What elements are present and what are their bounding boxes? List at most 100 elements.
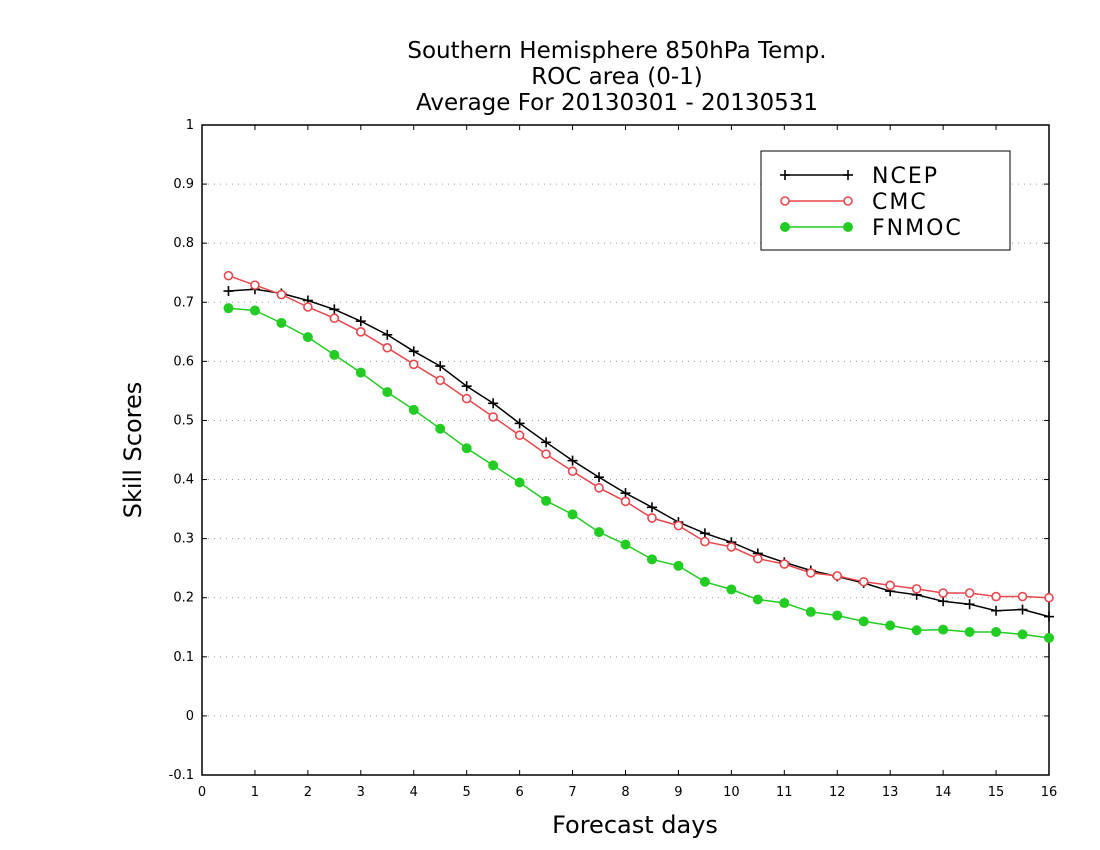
chart-title: Southern Hemisphere 850hPa Temp. ROC are…: [407, 38, 826, 116]
legend-marker-start-ncep: [780, 170, 790, 180]
x-tick-label: 11: [776, 785, 793, 800]
point-cmc: [832, 571, 843, 581]
x-tick-label: 6: [515, 785, 523, 800]
point-fnmoc: [1044, 632, 1054, 643]
legend-marker-start-cmc: [780, 196, 790, 206]
point-fnmoc: [699, 576, 710, 587]
point-ncep: [355, 316, 366, 327]
point-cmc: [435, 375, 446, 386]
series-line-ncep: [228, 288, 1050, 618]
point-fnmoc: [567, 509, 578, 520]
y-axis-ticks: -0.1 0 0.1 0.2 0.3 0.4 0.5 0.6 0.7 0.8 0.9 1: [169, 118, 1049, 783]
point-cmc: [356, 327, 366, 337]
point-cmc: [911, 584, 922, 594]
series-line-cmc: [228, 274, 1050, 599]
series-fnmoc: [223, 303, 1054, 643]
point-fnmoc: [752, 594, 763, 605]
point-fnmoc: [488, 460, 499, 471]
point-ncep: [620, 488, 631, 499]
point-fnmoc: [885, 620, 896, 631]
point-ncep: [699, 528, 710, 539]
point-fnmoc: [938, 624, 949, 635]
point-ncep: [223, 286, 234, 297]
point-cmc: [885, 580, 895, 591]
legend-item-cmc: CMC: [780, 190, 926, 215]
legend-item-fnmoc: FNMOC: [780, 216, 961, 241]
point-ncep: [329, 304, 340, 315]
point-fnmoc: [1017, 629, 1028, 640]
x-tick-label: 7: [568, 785, 576, 800]
point-cmc: [541, 449, 551, 459]
point-fnmoc: [594, 527, 605, 538]
point-cmc: [673, 520, 684, 531]
legend-marker-end-cmc: [843, 196, 853, 206]
point-fnmoc: [302, 332, 313, 343]
series-line-fnmoc: [228, 307, 1050, 639]
point-fnmoc: [858, 616, 869, 627]
point-cmc: [382, 342, 393, 353]
point-cmc: [647, 513, 657, 523]
x-tick-label: 1: [251, 785, 259, 800]
x-tick-label: 5: [463, 785, 471, 800]
point-fnmoc: [779, 598, 790, 609]
y-tick-label: 1: [186, 118, 194, 133]
point-cmc: [726, 542, 737, 552]
point-fnmoc: [620, 539, 631, 550]
point-cmc: [276, 289, 287, 300]
point-cmc: [1017, 591, 1028, 602]
point-fnmoc: [673, 560, 684, 571]
point-cmc: [488, 412, 498, 422]
point-fnmoc: [911, 625, 922, 636]
point-ncep: [594, 472, 605, 483]
point-fnmoc: [964, 627, 975, 637]
point-cmc: [303, 302, 313, 312]
title-line-1: Southern Hemisphere 850hPa Temp.: [407, 38, 826, 64]
point-fnmoc: [461, 443, 472, 454]
x-tick-label: 9: [674, 785, 682, 800]
point-ncep: [964, 599, 975, 610]
point-cmc: [223, 270, 234, 281]
x-axis-ticks: 0 1 2 3 4 5 6 7 8 9 10 11 12 13 14 15 16: [198, 125, 1057, 800]
point-fnmoc: [355, 367, 366, 378]
point-fnmoc: [382, 387, 393, 398]
y-tick-label: 0.3: [173, 532, 194, 547]
point-ncep: [567, 455, 578, 466]
point-cmc: [250, 280, 260, 290]
point-fnmoc: [991, 627, 1002, 637]
point-ncep: [646, 502, 657, 513]
point-fnmoc: [249, 305, 260, 316]
point-ncep: [991, 605, 1002, 616]
point-ncep: [514, 418, 525, 429]
point-cmc: [594, 483, 604, 493]
point-fnmoc: [223, 303, 234, 314]
x-tick-label: 14: [935, 785, 952, 800]
x-tick-label: 4: [410, 785, 418, 800]
legend-item-ncep: NCEP: [780, 164, 937, 189]
title-line-2: ROC area (0-1): [531, 64, 703, 90]
point-cmc: [700, 536, 710, 547]
point-cmc: [408, 359, 419, 370]
x-tick-label: 3: [357, 785, 365, 800]
point-ncep: [461, 381, 472, 392]
data-series: [223, 270, 1054, 643]
point-fnmoc: [435, 423, 446, 434]
point-cmc: [329, 313, 340, 324]
y-tick-label: 0.2: [173, 591, 194, 606]
series-ncep: [223, 284, 1054, 622]
point-fnmoc: [276, 317, 287, 328]
point-fnmoc: [646, 554, 657, 565]
point-fnmoc: [805, 606, 816, 617]
x-tick-label: 8: [621, 785, 629, 800]
point-cmc: [567, 466, 578, 477]
y-tick-label: 0.7: [173, 295, 194, 310]
point-ncep: [435, 361, 446, 372]
x-tick-label: 12: [829, 785, 846, 800]
point-fnmoc: [514, 477, 525, 488]
point-ncep: [1017, 604, 1028, 615]
point-cmc: [991, 591, 1001, 602]
x-tick-label: 2: [304, 785, 312, 800]
point-cmc: [620, 496, 631, 507]
x-tick-label: 15: [988, 785, 1005, 800]
